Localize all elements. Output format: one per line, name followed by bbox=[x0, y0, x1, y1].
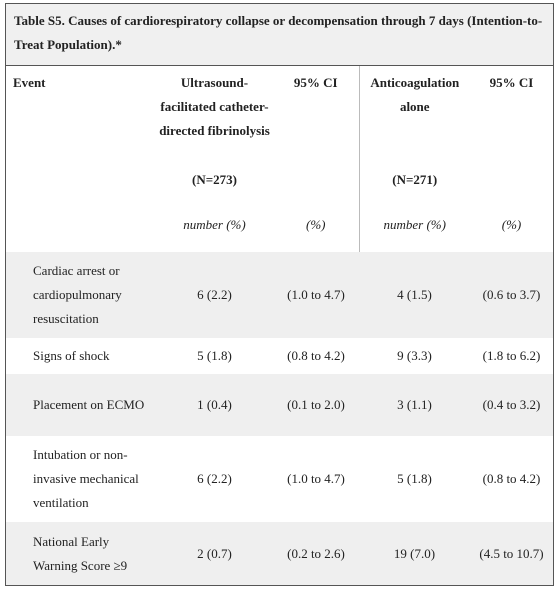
value-cell: 5 (1.8) bbox=[397, 471, 432, 486]
header-unit: number (%) bbox=[358, 198, 470, 252]
value-cell: (0.8 to 4.2) bbox=[287, 348, 345, 363]
value-cell: 5 (1.8) bbox=[197, 348, 232, 363]
value-cell: 4 (1.5) bbox=[397, 287, 432, 302]
header-row: (N=273) (N=271) bbox=[6, 168, 553, 198]
value-cell: 2 (0.7) bbox=[197, 545, 232, 561]
header-row: Event Ultrasound-facilitated catheter-di… bbox=[6, 66, 553, 168]
header-n: (N=273) bbox=[192, 172, 237, 187]
value-cell: (1.8 to 6.2) bbox=[482, 348, 541, 363]
value-cell: 9 (3.3) bbox=[397, 348, 432, 363]
value-cell: 6 (2.2) bbox=[197, 287, 232, 302]
header-cell: 95% CI bbox=[489, 75, 534, 90]
header-n: (N=271) bbox=[358, 168, 470, 198]
value-cell: 6 (2.2) bbox=[197, 471, 232, 486]
header-cell: Anticoagulation alone bbox=[358, 66, 470, 168]
table: Event Ultrasound-facilitated catheter-di… bbox=[6, 66, 553, 585]
data-row: National Early Warning Score ≥9 2 (0.7) (0… bbox=[6, 522, 553, 585]
table-body: Event Ultrasound-facilitated catheter-di… bbox=[6, 66, 553, 585]
header-cell: Ultrasound-facilitated catheter-directed… bbox=[159, 75, 270, 138]
value-cell: (0.1 to 2.0) bbox=[287, 397, 345, 412]
data-row: Placement on ECMO 1 (0.4) (0.1 to 2.0) 3 (1… bbox=[6, 374, 553, 436]
value-cell: (4.5 to 10.7) bbox=[479, 545, 544, 561]
value-cell: 3 (1.1) bbox=[397, 397, 432, 412]
header-row: number (%) (%) number (%) (%) bbox=[6, 198, 553, 252]
data-row: Cardiac arrest or cardiopulmonary resusc… bbox=[6, 252, 553, 338]
value-cell: 19 (7.0) bbox=[393, 545, 436, 561]
header-unit: (%) bbox=[306, 217, 326, 232]
table-title: Table S5. Causes of cardiorespiratory co… bbox=[6, 4, 553, 66]
header-unit: number (%) bbox=[183, 217, 246, 232]
header-cell: 95% CI bbox=[293, 75, 338, 90]
value-cell: (1.0 to 4.7) bbox=[287, 471, 345, 486]
event-cell: Intubation or non-invasive mechanical ve… bbox=[33, 447, 139, 510]
event-cell: National Early Warning Score ≥9 bbox=[33, 533, 128, 573]
value-cell: (0.6 to 3.7) bbox=[482, 287, 541, 302]
header-cell: Event bbox=[13, 75, 46, 90]
value-cell: 1 (0.4) bbox=[197, 397, 232, 412]
table-container: Table S5. Causes of cardiorespiratory co… bbox=[5, 3, 554, 586]
header-unit: (%) bbox=[501, 217, 522, 232]
data-row: Signs of shock 5 (1.8) (0.8 to 4.2) 9 (3.3)… bbox=[6, 338, 553, 374]
event-cell: Cardiac arrest or cardiopulmonary resusc… bbox=[33, 263, 122, 326]
event-cell: Placement on ECMO bbox=[33, 397, 145, 412]
value-cell: (0.4 to 3.2) bbox=[482, 397, 541, 412]
value-cell: (0.2 to 2.6) bbox=[287, 545, 345, 561]
event-cell: Signs of shock bbox=[33, 348, 110, 363]
value-cell: (1.0 to 4.7) bbox=[287, 287, 345, 302]
value-cell: (0.8 to 4.2) bbox=[482, 471, 541, 486]
data-row: Intubation or non-invasive mechanical ve… bbox=[6, 436, 553, 522]
